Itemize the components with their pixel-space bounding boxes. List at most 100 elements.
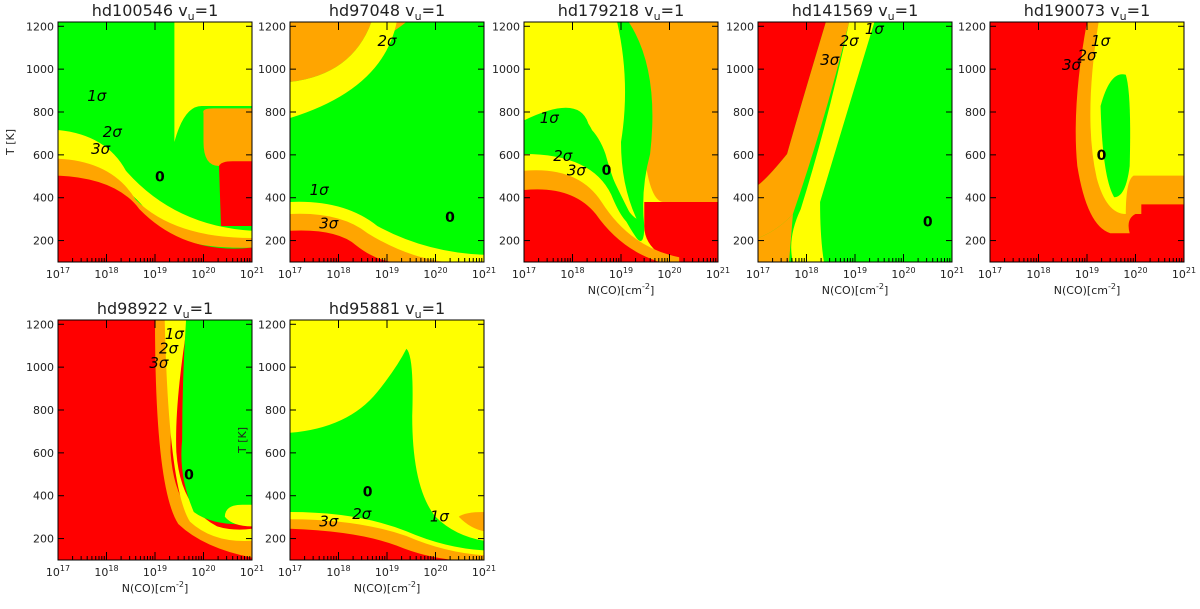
- x-tick-exp: 19: [389, 266, 399, 275]
- x-tick-label: 1019: [843, 266, 867, 281]
- x-tick-label: 1019: [143, 266, 167, 281]
- x-tick-label: 1021: [1172, 266, 1196, 281]
- contour-regions: [990, 22, 1184, 262]
- x-axis-label-close: ]: [416, 582, 420, 595]
- panel-title: hd190073 vu=1: [1024, 1, 1151, 23]
- x-axis-label-main: N(CO)[cm: [822, 284, 876, 297]
- x-tick-base: 10: [472, 566, 486, 579]
- contour-label: 2σ: [352, 505, 372, 523]
- y-tick-label: 400: [33, 192, 54, 205]
- x-tick-label: 1017: [46, 564, 70, 579]
- panel-title-star: hd97048: [329, 1, 405, 20]
- y-tick-label: 600: [965, 149, 986, 162]
- y-tick-label: 600: [265, 447, 286, 460]
- contour-region-green: [181, 320, 252, 524]
- best-fit-marker: 0: [363, 484, 373, 500]
- x-tick-base: 10: [794, 268, 808, 281]
- panel-title-sub: u: [415, 308, 422, 321]
- x-tick-label: 1017: [278, 266, 302, 281]
- contour-regions: [290, 22, 484, 262]
- x-tick-base: 10: [423, 566, 437, 579]
- x-tick-exp: 20: [671, 266, 681, 275]
- contour-label: 3σ: [319, 214, 339, 232]
- y-tick-label: 1200: [492, 20, 520, 33]
- x-tick-exp: 19: [1089, 266, 1099, 275]
- x-axis-label-exp: -2: [176, 580, 184, 589]
- best-fit-marker: 0: [155, 169, 165, 185]
- contour-region-orange: [290, 22, 371, 82]
- x-tick-exp: 19: [623, 266, 633, 275]
- x-tick-base: 10: [143, 566, 157, 579]
- x-tick-exp: 18: [340, 266, 350, 275]
- x-axis-label: N(CO)[cm-2]: [122, 580, 189, 595]
- x-tick-base: 10: [191, 268, 205, 281]
- y-tick-label: 1200: [958, 20, 986, 33]
- y-tick-label: 600: [733, 149, 754, 162]
- x-tick-base: 10: [1172, 268, 1186, 281]
- x-tick-base: 10: [46, 268, 60, 281]
- y-tick-label: 1000: [26, 63, 54, 76]
- x-tick-base: 10: [326, 566, 340, 579]
- x-tick-exp: 18: [108, 266, 118, 275]
- x-tick-exp: 18: [574, 266, 584, 275]
- panel-title-sub: u: [888, 10, 895, 23]
- y-tick-label: 800: [733, 106, 754, 119]
- x-tick-exp: 17: [60, 564, 70, 573]
- panel-title-sub: u: [183, 308, 190, 321]
- contour-region-green: [1101, 74, 1131, 197]
- x-tick-label: 1019: [375, 266, 399, 281]
- x-tick-label: 1020: [423, 266, 447, 281]
- panel-title: hd97048 vu=1: [329, 1, 445, 23]
- panel-title-sub: u: [188, 10, 195, 23]
- x-tick-base: 10: [191, 566, 205, 579]
- x-tick-base: 10: [240, 566, 254, 579]
- y-tick-label: 200: [265, 533, 286, 546]
- panel-title-star: hd190073: [1024, 1, 1110, 20]
- x-tick-label: 1019: [375, 564, 399, 579]
- y-tick-label: 200: [33, 533, 54, 546]
- x-axis-label-close: ]: [884, 284, 888, 297]
- x-tick-label: 1019: [143, 564, 167, 579]
- x-tick-base: 10: [472, 268, 486, 281]
- best-fit-marker: 0: [602, 163, 612, 179]
- panel-title-v: v: [405, 1, 414, 20]
- contour-regions: [524, 22, 718, 262]
- x-tick-base: 10: [423, 268, 437, 281]
- panel-title-star: hd98922: [97, 299, 173, 318]
- panel-title-v: v: [173, 299, 182, 318]
- y-tick-label: 1200: [726, 20, 754, 33]
- panel-title: hd141569 vu=1: [792, 1, 919, 23]
- x-tick-label: 1018: [560, 266, 584, 281]
- x-tick-label: 1020: [657, 266, 681, 281]
- x-axis-label: N(CO)[cm-2]: [822, 282, 889, 297]
- x-tick-label: 1019: [609, 266, 633, 281]
- x-tick-exp: 17: [526, 266, 536, 275]
- x-axis-label: N(CO)[cm-2]: [588, 282, 655, 297]
- contour-label: 2σ: [103, 123, 123, 141]
- contour-label: 2σ: [840, 32, 860, 50]
- contour-label: 2σ: [159, 340, 179, 358]
- x-tick-label: 1021: [240, 266, 264, 281]
- x-axis-label-exp: -2: [876, 282, 884, 291]
- contour-label: 2σ: [553, 147, 573, 165]
- contour-label: 1σ: [1091, 32, 1111, 50]
- x-tick-exp: 21: [720, 266, 730, 275]
- x-tick-base: 10: [560, 268, 574, 281]
- contour-regions: [58, 320, 252, 560]
- panel-title-star: hd179218: [558, 1, 644, 20]
- contour-label: 3σ: [149, 354, 169, 372]
- x-tick-label: 1018: [94, 564, 118, 579]
- contour-label: 1σ: [165, 325, 185, 343]
- panel-title-v: v: [1110, 1, 1119, 20]
- best-fit-marker: 0: [184, 467, 194, 483]
- y-tick-label: 200: [499, 235, 520, 248]
- x-tick-exp: 19: [389, 564, 399, 573]
- x-tick-exp: 17: [292, 564, 302, 573]
- y-tick-label: 600: [33, 447, 54, 460]
- panel-title: hd98922 vu=1: [97, 299, 213, 321]
- y-tick-label: 1200: [258, 318, 286, 331]
- x-tick-label: 1018: [326, 564, 350, 579]
- panel-title-star: hd141569: [792, 1, 878, 20]
